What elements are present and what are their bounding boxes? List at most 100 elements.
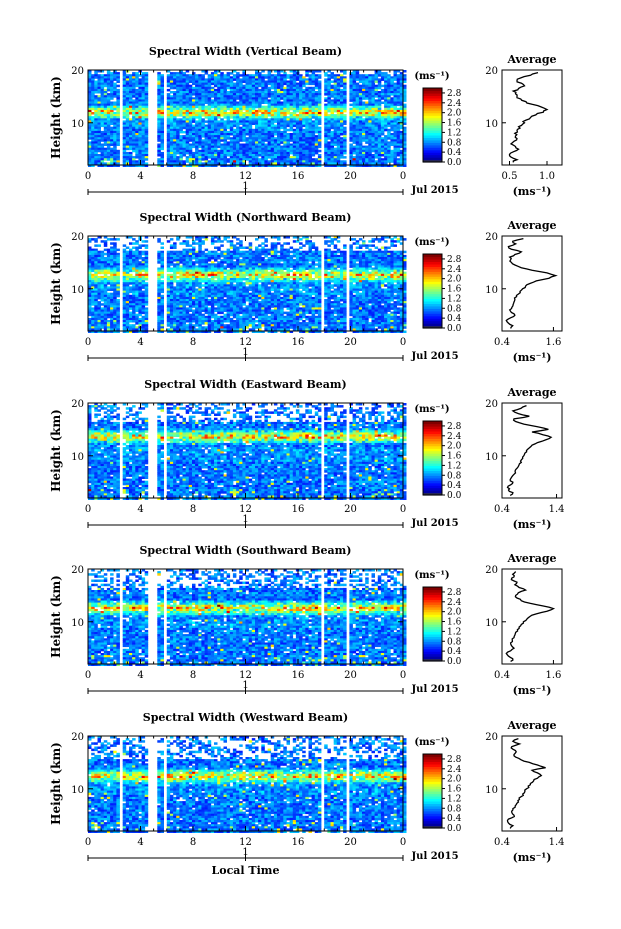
heatmap-cell	[129, 290, 133, 294]
heatmap-cell	[129, 99, 133, 102]
heatmap-cell	[106, 103, 111, 107]
heatmap-cell	[201, 82, 205, 86]
heatmap-cell	[138, 97, 142, 100]
heatmap-cell	[182, 74, 186, 77]
heatmap-cell	[169, 91, 174, 94]
heatmap-cell	[403, 99, 407, 102]
heatmap-cell	[188, 74, 193, 77]
heatmap-cell	[173, 101, 177, 104]
heatmap-cell	[195, 156, 199, 159]
heatmap-cell	[173, 143, 177, 146]
heatmap-cell	[169, 162, 174, 165]
heatmap-cell	[182, 93, 186, 96]
heatmap-cell	[97, 164, 101, 167]
heatmap-cell	[110, 137, 114, 140]
heatmap-cell	[103, 139, 108, 142]
heatmap-cell	[94, 88, 98, 92]
heatmap-cell	[141, 139, 146, 142]
heatmap-cell	[166, 135, 171, 138]
heatmap-cell	[179, 135, 183, 138]
heatmap-cell	[198, 84, 202, 88]
heatmap-cell	[144, 240, 149, 243]
heatmap-cell	[110, 88, 114, 92]
heatmap-cell	[317, 76, 322, 79]
heatmap-cell	[141, 145, 146, 149]
heatmap-cell	[173, 107, 177, 111]
heatmap-cell	[157, 93, 161, 96]
heatmap-cell	[201, 86, 205, 90]
heatmap-cell	[132, 88, 136, 92]
heatmap-cell	[129, 282, 133, 285]
heatmap-cell	[125, 88, 130, 92]
heatmap-cell	[198, 114, 202, 117]
heatmap-cell	[144, 74, 149, 77]
heatmap-cell	[173, 156, 177, 159]
heatmap-cell	[176, 141, 180, 144]
heatmap-cell	[204, 154, 209, 157]
heatmap-cell	[141, 135, 146, 138]
heatmap-cell	[176, 139, 180, 142]
heatmap-cell	[91, 238, 95, 241]
heatmap-cell	[201, 76, 205, 79]
heatmap-cell	[100, 164, 105, 167]
heatmap-cell	[110, 103, 114, 107]
heatmap-cell	[94, 133, 98, 136]
heatmap-cell	[166, 128, 171, 132]
heatmap-cell	[204, 112, 209, 115]
heatmap-cell	[97, 120, 101, 123]
heatmap-cell	[157, 95, 161, 98]
heatmap-cell	[188, 147, 193, 151]
heatmap-cell	[182, 160, 186, 163]
heatmap-cell	[88, 156, 92, 159]
heatmap-cell	[100, 97, 105, 100]
heatmap-cell	[94, 84, 98, 88]
heatmap-cell	[192, 91, 196, 94]
heatmap-cell	[207, 103, 212, 107]
heatmap-cell	[103, 95, 108, 98]
heatmap-cell	[343, 72, 347, 75]
heatmap-cell	[144, 103, 149, 107]
heatmap-cell	[201, 103, 205, 107]
heatmap-cell	[173, 97, 177, 100]
heatmap-cell	[182, 112, 186, 115]
heatmap-cell	[173, 118, 177, 121]
heatmap-cell	[125, 95, 130, 98]
heatmap-cell	[176, 99, 180, 102]
heatmap-cell	[207, 112, 212, 115]
heatmap-cell	[132, 145, 136, 149]
average-x-axis-label: (ms⁻¹)	[513, 185, 552, 198]
heatmap-cell	[160, 124, 164, 128]
heatmap-cell	[144, 147, 149, 151]
heatmap-cell	[110, 91, 114, 94]
heatmap-cell	[220, 139, 224, 142]
heatmap-cell	[97, 135, 101, 138]
heatmap-cell	[138, 109, 142, 113]
heatmap-cell	[173, 114, 177, 117]
heatmap-cell	[129, 320, 133, 323]
heatmap-cell	[129, 269, 133, 273]
heatmap-cell	[188, 109, 193, 113]
heatmap-cell	[94, 101, 98, 104]
heatmap-cell	[100, 303, 105, 306]
heatmap-cell	[292, 124, 297, 128]
heatmap-cell	[261, 101, 265, 104]
heatmap-cell	[157, 154, 161, 157]
heatmap-cell	[135, 124, 139, 128]
heatmap-cell	[182, 162, 186, 165]
heatmap-cell	[100, 124, 105, 128]
heatmap-cell	[94, 114, 98, 117]
heatmap-cell	[129, 158, 133, 161]
heatmap-cell	[160, 103, 164, 107]
heatmap-cell	[144, 82, 149, 86]
heatmap-cell	[129, 162, 133, 165]
heatmap-cell	[185, 95, 190, 98]
heatmap-cell	[116, 143, 120, 146]
heatmap-cell	[141, 147, 146, 151]
heatmap-cell	[88, 124, 92, 128]
heatmap-cell	[192, 105, 196, 109]
heatmap-cell	[135, 116, 139, 119]
heatmap-cell	[324, 99, 328, 102]
heatmap-cell	[198, 137, 202, 140]
heatmap-cell	[160, 99, 164, 102]
heatmap-cell	[176, 147, 180, 151]
